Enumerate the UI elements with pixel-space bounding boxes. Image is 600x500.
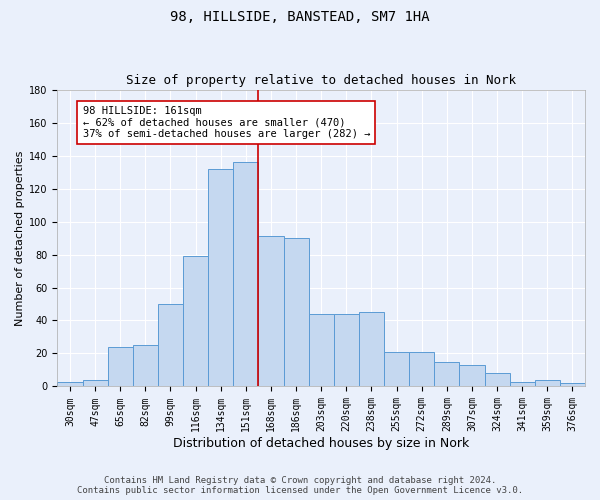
Bar	[284, 238, 308, 386]
Bar	[409, 352, 434, 386]
Bar	[460, 365, 485, 386]
Bar	[233, 162, 259, 386]
Text: 98 HILLSIDE: 161sqm
← 62% of detached houses are smaller (470)
37% of semi-detac: 98 HILLSIDE: 161sqm ← 62% of detached ho…	[83, 106, 370, 140]
Bar	[334, 314, 359, 386]
Bar	[535, 380, 560, 386]
Bar	[107, 347, 133, 387]
Bar	[434, 362, 460, 386]
Bar	[560, 383, 585, 386]
Bar	[133, 345, 158, 387]
Text: Contains HM Land Registry data © Crown copyright and database right 2024.
Contai: Contains HM Land Registry data © Crown c…	[77, 476, 523, 495]
Bar	[384, 352, 409, 386]
Title: Size of property relative to detached houses in Nork: Size of property relative to detached ho…	[126, 74, 516, 87]
Bar	[259, 236, 284, 386]
Bar	[485, 374, 509, 386]
Bar	[208, 168, 233, 386]
Bar	[509, 382, 535, 386]
Bar	[158, 304, 183, 386]
Bar	[359, 312, 384, 386]
Bar	[83, 380, 107, 386]
Bar	[58, 382, 83, 386]
X-axis label: Distribution of detached houses by size in Nork: Distribution of detached houses by size …	[173, 437, 469, 450]
Y-axis label: Number of detached properties: Number of detached properties	[15, 150, 25, 326]
Bar	[308, 314, 334, 386]
Text: 98, HILLSIDE, BANSTEAD, SM7 1HA: 98, HILLSIDE, BANSTEAD, SM7 1HA	[170, 10, 430, 24]
Bar	[183, 256, 208, 386]
